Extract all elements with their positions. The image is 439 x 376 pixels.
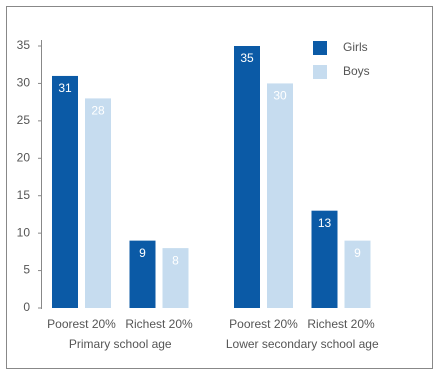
y-tick-label: 10 [17, 225, 31, 239]
bar [162, 248, 189, 308]
y-tick-label: 35 [17, 38, 31, 52]
legend-swatch [313, 41, 327, 55]
bar [85, 98, 111, 309]
legend-swatch [313, 65, 327, 79]
data-label: 9 [139, 246, 146, 260]
y-tick-label: 0 [23, 300, 30, 314]
bar [234, 46, 260, 308]
legend-label: Girls [343, 40, 368, 54]
data-label: 35 [240, 51, 254, 65]
y-tick-label: 30 [17, 76, 31, 90]
x-tick-label: Poorest 20% [47, 317, 116, 331]
data-label: 8 [172, 253, 179, 267]
legend-label: Boys [343, 64, 370, 78]
bar [129, 240, 156, 308]
x-tick-label: Poorest 20% [229, 317, 298, 331]
bar [344, 240, 371, 308]
data-label: 30 [273, 89, 287, 103]
y-tick-label: 15 [17, 188, 31, 202]
data-label: 9 [354, 246, 361, 260]
y-tick-label: 20 [17, 150, 31, 164]
data-label: 28 [91, 104, 105, 118]
bar [267, 83, 293, 308]
bar [311, 210, 338, 308]
bar [52, 75, 78, 308]
group-label: Primary school age [69, 337, 172, 351]
group-label: Lower secondary school age [226, 337, 379, 351]
data-label: 13 [318, 216, 332, 230]
x-tick-label: Richest 20% [307, 317, 375, 331]
y-tick-label: 5 [23, 263, 30, 277]
data-label: 31 [58, 81, 72, 95]
x-tick-label: Richest 20% [125, 317, 193, 331]
y-tick-label: 25 [17, 113, 31, 127]
chart-frame [6, 6, 433, 369]
